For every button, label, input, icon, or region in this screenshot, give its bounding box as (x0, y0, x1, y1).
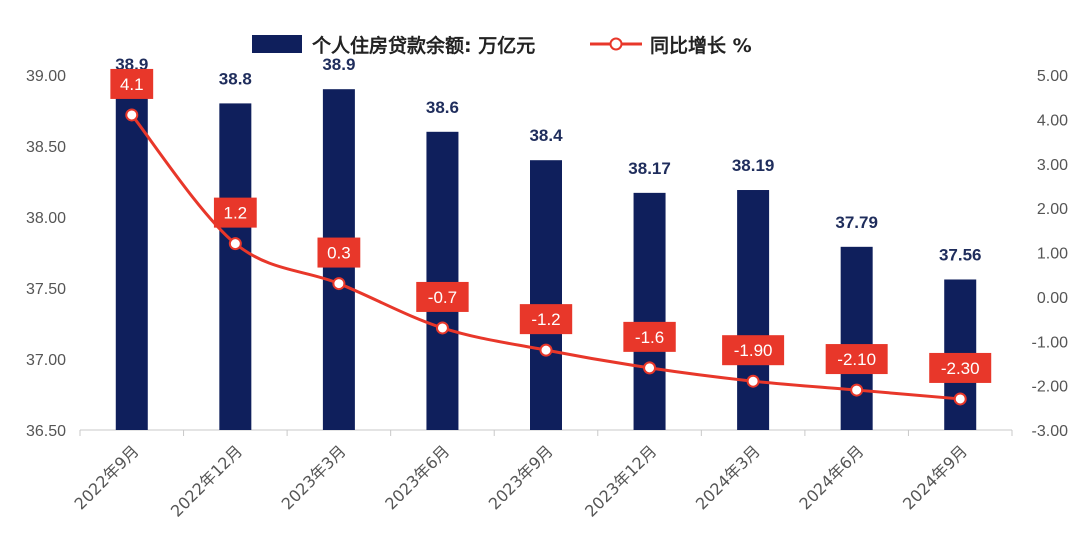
x-tick-label: 2023年3月 (278, 441, 350, 513)
bar-data-label: 38.8 (219, 69, 252, 88)
y-right-tick-label: 3.00 (1037, 157, 1068, 174)
y-right-tick-label: 4.00 (1037, 112, 1068, 129)
y-right-tick-label: 1.00 (1037, 246, 1068, 263)
x-tick-label: 2022年9月 (71, 441, 143, 513)
x-tick-label: 2022年12月 (167, 441, 246, 520)
line-data-label: -1.6 (623, 321, 676, 352)
line-data-label-box (722, 335, 785, 366)
line-labels: 4.1 1.2 0.3 -0.7 -1.2 -1.6 -1.90 -2.10 -2.30 (110, 68, 992, 383)
line-data-label-box (519, 304, 573, 335)
x-axis-labels: 2022年9月 2022年12月 2023年3月 2023年6月 2023年9月 2023… (71, 441, 972, 520)
bar (115, 89, 148, 430)
line-data-label: -2.30 (929, 352, 992, 383)
line-data-label-text: -1.2 (531, 310, 560, 329)
y-left-tick-label: 39.00 (26, 68, 66, 85)
line-point (125, 108, 139, 122)
legend-bar-swatch (252, 35, 302, 53)
line-data-label-box (623, 321, 676, 352)
line-point (953, 392, 967, 406)
bar-data-label: 38.19 (732, 156, 775, 175)
line-data-label-text: -0.7 (428, 288, 457, 307)
line-data-label-text: -2.10 (837, 350, 876, 369)
line-data-label: -1.2 (519, 304, 573, 335)
line-data-label: 4.1 (110, 68, 154, 99)
bar-data-label: 37.79 (835, 213, 878, 232)
line-data-label-box (317, 237, 361, 268)
y-right-tick-label: -1.00 (1032, 334, 1069, 351)
line-data-label: 1.2 (213, 197, 257, 228)
line-point (539, 343, 553, 357)
line-point (228, 237, 242, 251)
line-data-label: -0.7 (416, 281, 469, 312)
line-data-label-text: -1.90 (734, 341, 773, 360)
y-right-tick-label: 5.00 (1037, 68, 1068, 85)
line-data-label: 0.3 (317, 237, 361, 268)
line-data-label-box (416, 281, 469, 312)
y-left-tick-label: 38.00 (26, 210, 66, 227)
y-left-tick-label: 37.00 (26, 352, 66, 369)
line-point (850, 383, 864, 397)
legend: 个人住房贷款余额: 万亿元 同比增长 % (252, 34, 752, 57)
line-data-label: -2.10 (825, 344, 888, 375)
y-right-tick-label: -3.00 (1032, 423, 1069, 440)
legend-line-label: 同比增长 % (650, 34, 752, 57)
x-tick-label: 2023年9月 (485, 441, 557, 513)
y-right-axis: -3.00 -2.00 -1.00 0.00 1.00 2.00 3.00 4.00 5.00 (1032, 68, 1069, 440)
x-axis-ticks (79, 430, 1013, 436)
bar (737, 190, 770, 430)
line-data-label-text: -1.6 (635, 328, 664, 347)
line-point (435, 321, 449, 335)
line-data-label: -1.90 (722, 335, 785, 366)
line-data-label-text: -2.30 (941, 359, 980, 378)
line-data-label-box (929, 352, 992, 383)
y-left-tick-label: 38.50 (26, 139, 66, 156)
y-left-axis: 36.50 37.00 37.50 38.00 38.50 39.00 (26, 68, 66, 440)
bar (840, 246, 873, 430)
x-tick-label: 2024年3月 (692, 441, 764, 513)
bar (426, 131, 459, 431)
line-data-label-text: 0.3 (327, 244, 351, 263)
line-data-label-box (110, 68, 154, 99)
line-data-label-box (825, 344, 888, 375)
bar (219, 103, 252, 431)
x-tick-label: 2024年9月 (899, 441, 971, 513)
line-series (125, 108, 967, 406)
y-right-tick-label: 0.00 (1037, 290, 1068, 307)
y-left-tick-label: 36.50 (26, 423, 66, 440)
bar (633, 192, 666, 430)
line-data-label-text: 4.1 (120, 75, 144, 94)
line-point (746, 374, 760, 388)
bar-data-label: 37.56 (939, 245, 982, 264)
bar-data-label: 38.9 (322, 55, 355, 74)
line-point (332, 277, 346, 291)
legend-bar-label: 个人住房贷款余额: 万亿元 (311, 34, 535, 57)
line-point (643, 361, 657, 375)
y-left-tick-label: 37.50 (26, 281, 66, 298)
bar-data-label: 38.6 (426, 98, 459, 117)
x-tick-label: 2023年12月 (581, 441, 660, 520)
bar-data-label: 38.4 (529, 126, 563, 145)
bar-data-label: 38.17 (628, 159, 671, 178)
line-data-label-text: 1.2 (224, 204, 248, 223)
x-tick-label: 2024年6月 (795, 441, 867, 513)
y-right-tick-label: -2.00 (1032, 379, 1069, 396)
legend-line-marker (609, 37, 623, 51)
bar (530, 160, 562, 430)
line-data-label-box (213, 197, 257, 228)
y-right-tick-label: 2.00 (1037, 201, 1068, 218)
x-tick-label: 2023年6月 (381, 441, 453, 513)
